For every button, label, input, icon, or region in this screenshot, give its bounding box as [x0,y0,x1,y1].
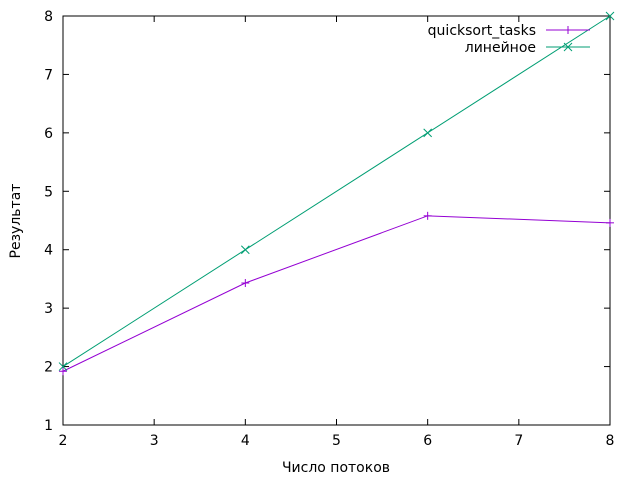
series-line-2 [62,15,611,367]
series-2-point [605,11,615,21]
series-2-point-d2 [58,362,68,371]
series-2-point [423,128,433,138]
series-1-point [241,279,250,288]
series-2-point [240,245,250,255]
y-tick-label: 7 [44,67,53,83]
legend-label-1: quicksort_tasks [428,23,536,39]
x-axis-ticks: 2 3 4 5 6 7 8 [59,16,615,449]
x-axis-label: Число потоков [282,460,390,476]
x-tick-label: 2 [59,433,68,449]
y-axis-ticks: 1 2 3 4 5 6 7 8 [44,9,610,434]
series-2-point-d2 [605,11,615,21]
series-line-1 [62,215,611,372]
legend-marker-2 [563,42,573,52]
x-tick-label: 6 [423,433,432,449]
series-2-point-d2 [423,128,433,138]
x-tick-label: 4 [241,433,250,449]
y-tick-label: 5 [44,184,53,200]
series-1-point [423,211,432,220]
y-tick-label: 2 [44,360,53,376]
legend-marker-1 [564,26,572,34]
x-tick-label: 3 [150,433,159,449]
y-tick-label: 6 [44,126,53,142]
series-2-point [58,362,68,371]
y-axis-label: Результат [8,184,24,259]
series-1-point [606,218,614,227]
series-lines [58,11,615,376]
x-tick-label: 7 [514,433,523,449]
y-tick-label: 3 [44,301,53,317]
y-tick-label: 8 [44,9,53,25]
legend-marker-2-d2 [563,42,573,52]
y-tick-label: 1 [44,418,53,434]
legend-label-2: линейное [465,40,536,56]
series-1-point [59,367,67,376]
series-2-point-d2 [240,245,250,255]
y-tick-label: 4 [44,243,53,259]
x-tick-label: 5 [332,433,341,449]
x-tick-label: 8 [606,433,615,449]
